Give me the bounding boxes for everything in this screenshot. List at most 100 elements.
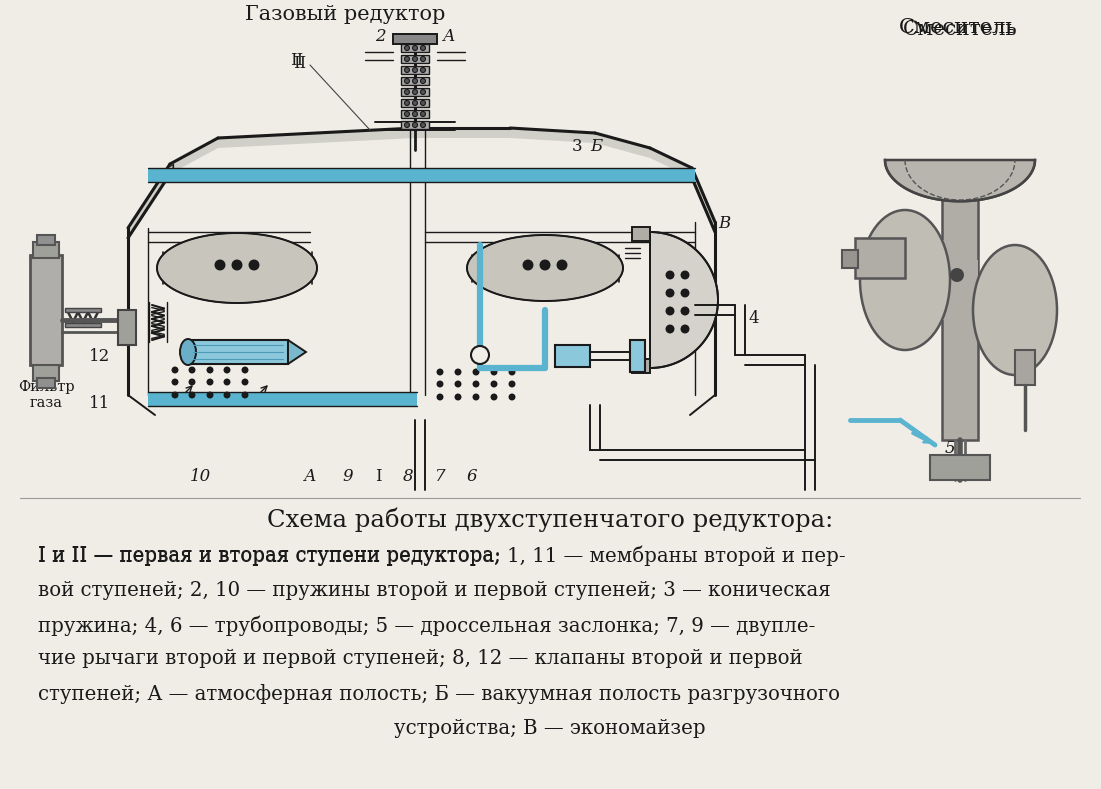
Bar <box>65 323 101 327</box>
Circle shape <box>666 290 674 297</box>
Circle shape <box>456 382 460 387</box>
Circle shape <box>491 369 497 375</box>
Circle shape <box>437 369 443 375</box>
Bar <box>393 34 437 44</box>
Text: Газовый редуктор: Газовый редуктор <box>244 5 445 24</box>
Circle shape <box>225 392 229 398</box>
Bar <box>842 250 858 268</box>
Circle shape <box>421 78 425 84</box>
Circle shape <box>421 57 425 62</box>
Circle shape <box>421 89 425 95</box>
Text: А: А <box>443 28 456 45</box>
Circle shape <box>242 380 248 384</box>
Bar <box>401 55 429 63</box>
Ellipse shape <box>179 339 196 365</box>
Circle shape <box>413 111 417 117</box>
Circle shape <box>225 368 229 372</box>
Circle shape <box>421 100 425 106</box>
Text: 12: 12 <box>89 348 110 365</box>
Bar <box>65 308 101 312</box>
Circle shape <box>473 382 479 387</box>
Circle shape <box>404 122 410 128</box>
Text: А: А <box>304 468 316 485</box>
Text: устройства; В — экономайзер: устройства; В — экономайзер <box>394 719 706 738</box>
Circle shape <box>189 392 195 398</box>
Circle shape <box>413 68 417 73</box>
Bar <box>33 365 59 381</box>
Circle shape <box>404 100 410 106</box>
Polygon shape <box>467 235 623 301</box>
Text: Смеситель: Смеситель <box>898 18 1017 37</box>
Bar <box>401 77 429 85</box>
Polygon shape <box>128 128 715 238</box>
Circle shape <box>207 392 212 398</box>
Circle shape <box>404 68 410 73</box>
Circle shape <box>189 368 195 372</box>
Circle shape <box>404 57 410 62</box>
Circle shape <box>437 382 443 387</box>
Circle shape <box>421 46 425 50</box>
Circle shape <box>173 380 177 384</box>
Polygon shape <box>157 233 317 303</box>
Bar <box>401 110 429 118</box>
Text: Б: Б <box>590 138 602 155</box>
Bar <box>630 340 645 372</box>
Text: II: II <box>293 55 306 72</box>
Bar <box>1015 350 1035 385</box>
Circle shape <box>456 369 460 375</box>
Circle shape <box>666 326 674 332</box>
Text: Фильтр
газа: Фильтр газа <box>18 380 74 410</box>
Bar <box>942 240 960 320</box>
Circle shape <box>404 111 410 117</box>
Text: I и II — первая и вторая ступени редуктора;: I и II — первая и вторая ступени редукто… <box>39 546 508 565</box>
Circle shape <box>682 271 688 279</box>
Text: 11: 11 <box>89 395 110 412</box>
Bar <box>555 345 590 367</box>
Text: 3: 3 <box>573 138 582 155</box>
Circle shape <box>413 46 417 50</box>
Circle shape <box>173 392 177 398</box>
Circle shape <box>225 380 229 384</box>
Circle shape <box>250 260 259 270</box>
Circle shape <box>421 111 425 117</box>
Polygon shape <box>288 340 306 364</box>
Bar <box>401 99 429 107</box>
Bar <box>930 455 990 480</box>
Circle shape <box>510 394 514 399</box>
Ellipse shape <box>860 210 950 350</box>
Text: I и II — первая и вторая ступени редуктора; 1, 11 — мембраны второй и пер-: I и II — первая и вторая ступени редукто… <box>39 546 846 567</box>
Circle shape <box>666 308 674 315</box>
Circle shape <box>510 369 514 375</box>
Circle shape <box>207 380 212 384</box>
Text: 2: 2 <box>374 28 385 45</box>
Circle shape <box>471 346 489 364</box>
Circle shape <box>682 290 688 297</box>
Circle shape <box>473 369 479 375</box>
Bar <box>37 378 55 388</box>
Bar <box>148 392 417 406</box>
Bar <box>401 44 429 52</box>
Circle shape <box>413 100 417 106</box>
Ellipse shape <box>973 245 1057 375</box>
Bar <box>401 88 429 96</box>
Circle shape <box>421 122 425 128</box>
Circle shape <box>951 269 963 281</box>
Text: Схема работы двухступенчатого редуктора:: Схема работы двухступенчатого редуктора: <box>266 507 833 532</box>
Circle shape <box>541 260 549 270</box>
Polygon shape <box>650 232 718 368</box>
Bar <box>632 227 650 241</box>
Circle shape <box>413 89 417 95</box>
Bar <box>30 255 62 365</box>
Circle shape <box>666 271 674 279</box>
Text: I: I <box>374 468 381 485</box>
Text: 6: 6 <box>467 468 478 485</box>
Text: 4: 4 <box>748 310 759 327</box>
Circle shape <box>421 68 425 73</box>
Circle shape <box>682 326 688 332</box>
Text: 8: 8 <box>403 468 413 485</box>
Bar <box>401 66 429 74</box>
Text: 10: 10 <box>189 468 210 485</box>
Circle shape <box>242 368 248 372</box>
Text: Смеситель: Смеситель <box>903 20 1017 39</box>
Bar <box>37 235 55 245</box>
